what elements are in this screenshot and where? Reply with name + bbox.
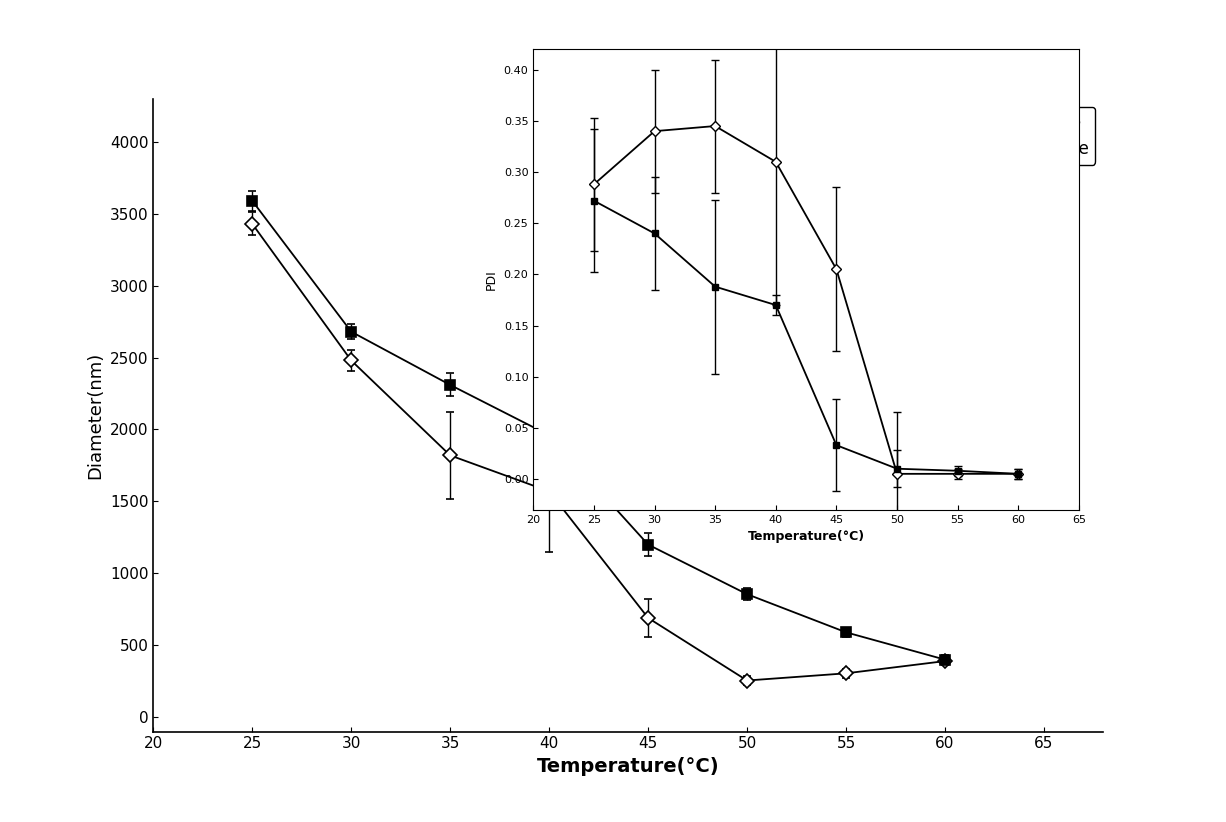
Y-axis label: PDI: PDI	[485, 269, 498, 290]
X-axis label: Temperature(°C): Temperature(°C)	[748, 530, 864, 543]
Y-axis label: Diameter(nm): Diameter(nm)	[86, 352, 104, 478]
X-axis label: Temperature(°C): Temperature(°C)	[537, 757, 720, 776]
Legend: Increase temperature, Decrease temperature: Increase temperature, Decrease temperatu…	[839, 107, 1095, 164]
